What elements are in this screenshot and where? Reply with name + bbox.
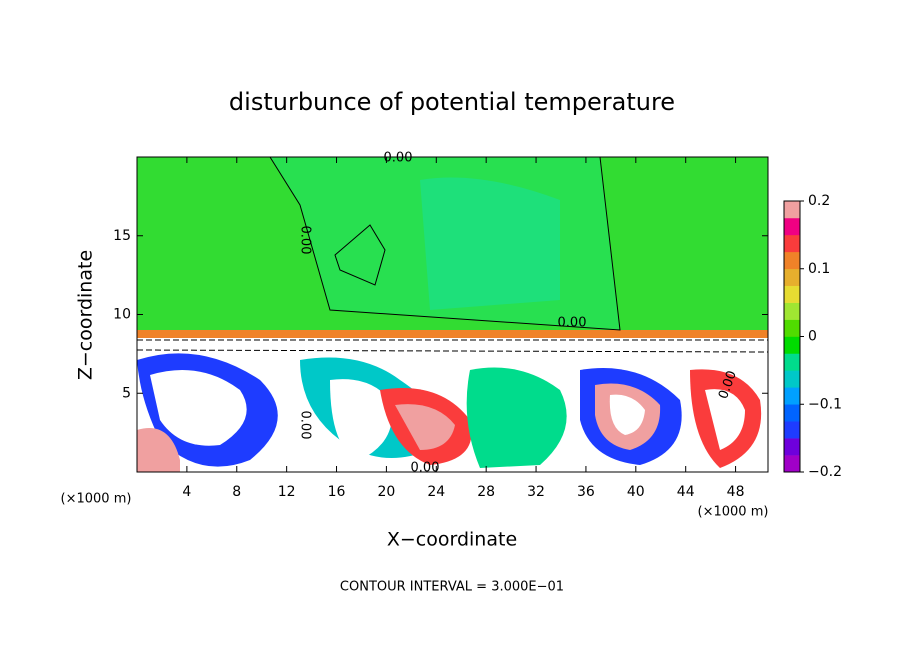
contour-line (269, 157, 621, 331)
colorbar-tick-label: 0.1 (808, 261, 830, 277)
colorbar-tick-label: −0.2 (808, 464, 842, 480)
field-region (420, 177, 560, 310)
x-unit-label: (×1000 m) (698, 505, 769, 520)
x-tick-label: 28 (477, 484, 495, 500)
x-tick-label: 36 (577, 484, 595, 500)
colorbar-swatch (784, 217, 800, 236)
x-tick-label: 40 (627, 484, 645, 500)
colorbar-swatch (784, 268, 800, 286)
colorbar-swatch (784, 421, 800, 439)
field-band (137, 330, 768, 338)
colorbar-swatch (784, 404, 800, 422)
x-tick-label: 4 (182, 484, 191, 500)
x-unit-label: (×1000 m) (61, 492, 132, 507)
contour-line (137, 339, 768, 353)
field-region (609, 394, 645, 435)
field (137, 157, 768, 472)
colorbar-swatch (784, 353, 800, 371)
field-region (150, 370, 247, 446)
colorbar-swatch (784, 336, 800, 354)
x-axis-label: X−coordinate (387, 529, 517, 551)
x-tick-label: 12 (278, 484, 296, 500)
field-region (705, 389, 745, 450)
chart-title: disturbunce of potential temperature (229, 88, 675, 116)
colorbar-swatch (784, 438, 800, 456)
colorbar-tick-label: −0.1 (808, 396, 842, 412)
colorbar-swatch (784, 251, 800, 270)
contour-label: 0.00 (298, 411, 313, 440)
field-region (330, 379, 392, 460)
colorbar-tick-label: 0 (808, 329, 817, 345)
y-tick-label: 5 (122, 385, 131, 401)
x-tick-label: 8 (232, 484, 241, 500)
y-tick-label: 10 (113, 307, 131, 323)
x-tick-label: 48 (727, 484, 745, 500)
colorbar-tick-label: 0.2 (808, 193, 830, 209)
x-tick-label: 20 (377, 484, 395, 500)
x-tick-label: 24 (427, 484, 445, 500)
x-tick-label: 44 (677, 484, 695, 500)
footer-note: CONTOUR INTERVAL = 3.000E−01 (340, 580, 564, 595)
contour-label: 0.00 (411, 461, 440, 476)
colorbar-swatch (784, 302, 800, 320)
y-axis-label: Z−coordinate (75, 250, 97, 380)
colorbar-swatch (784, 201, 800, 219)
contour-label: 0.00 (298, 226, 313, 255)
contour-line (334, 224, 386, 286)
y-tick-label: 15 (113, 228, 131, 244)
colorbar-swatch (784, 319, 800, 337)
field-region (466, 367, 567, 468)
colorbar-swatch (784, 285, 800, 303)
colorbar-swatch (784, 455, 800, 473)
x-tick-label: 16 (328, 484, 346, 500)
colorbar-swatch (784, 234, 800, 253)
x-tick-label: 32 (527, 484, 545, 500)
colorbar-swatch (784, 370, 800, 388)
contour-label: 0.00 (384, 151, 413, 166)
field-region (395, 404, 455, 450)
contour-label: 0.00 (558, 316, 587, 331)
colorbar-swatch (784, 387, 800, 405)
field-region (137, 428, 180, 472)
